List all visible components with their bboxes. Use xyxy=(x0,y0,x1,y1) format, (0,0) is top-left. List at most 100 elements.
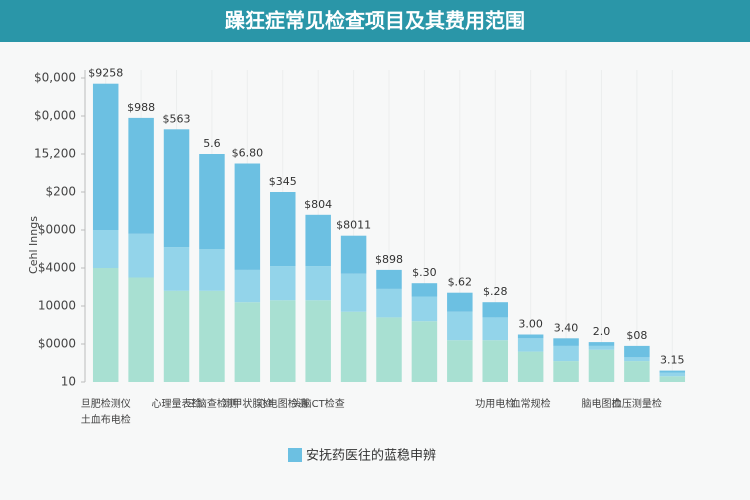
bar-label: 3.15 xyxy=(660,354,685,367)
bar-segment xyxy=(270,300,296,382)
bar-segment xyxy=(234,163,261,270)
y-tick-label: $0000 xyxy=(38,337,76,351)
x-tick-line: 头脑CT检查 xyxy=(292,397,345,410)
bar-segment xyxy=(376,288,402,318)
bar-label: $08 xyxy=(626,329,647,342)
bar-label: $.30 xyxy=(412,266,437,279)
y-axis-title: Cehl Inngs xyxy=(27,216,40,274)
bar-segment xyxy=(305,300,331,382)
y-tick-label: $0,000 xyxy=(34,109,76,123)
bar-segment xyxy=(482,340,508,382)
bar-label: 5.6 xyxy=(203,137,221,150)
x-tick-label: 心理量表检 xyxy=(152,397,202,410)
x-tick-line: 功用电检 xyxy=(475,397,515,410)
bar-label: $.28 xyxy=(483,285,508,298)
x-tick-line: 血压测量检 xyxy=(612,397,662,410)
bar-segment xyxy=(305,266,331,301)
legend-label: 安抚药医往的蓝稳申辨 xyxy=(306,448,436,464)
bar-segment xyxy=(340,311,367,382)
bar-segment xyxy=(92,83,119,230)
bar-segment xyxy=(340,273,367,312)
bar-label: $988 xyxy=(127,101,155,114)
bar-segment xyxy=(128,117,154,234)
x-tick-line: 旦肥检测仪 xyxy=(81,397,131,410)
bar-label: $898 xyxy=(375,253,403,266)
bar-segment xyxy=(376,317,402,382)
bar-label: $804 xyxy=(304,198,332,211)
x-tick-label: 血压测量检 xyxy=(612,397,662,410)
bar-segment xyxy=(92,268,119,382)
bar-segment xyxy=(128,277,154,382)
y-tick-label: $0,000 xyxy=(34,71,76,85)
x-tick-line: 三脑查检测 xyxy=(187,397,237,410)
bar-segment xyxy=(163,247,190,291)
bar-segment xyxy=(517,334,544,339)
bar-segment xyxy=(482,317,508,341)
x-tick-label: 三脑查检测 xyxy=(187,397,237,410)
bar-segment xyxy=(234,269,261,303)
bar-segment xyxy=(199,290,225,382)
bar-segment xyxy=(553,361,579,382)
bar-segment xyxy=(659,372,686,377)
x-tick-line: 心电图检测 xyxy=(258,397,308,410)
x-tick-line: 心理量表检 xyxy=(152,397,202,410)
bar-segment xyxy=(411,283,438,297)
y-tick-label: 10 xyxy=(61,375,76,389)
y-tick-label: 15,200 xyxy=(34,147,76,161)
y-tick-label: $4000 xyxy=(38,261,76,275)
bar-segment xyxy=(517,351,544,382)
bar-label: 3.00 xyxy=(518,318,543,331)
title-bar xyxy=(0,0,750,42)
bar-segment xyxy=(447,340,473,382)
bar-segment xyxy=(624,345,650,358)
bar-label: $345 xyxy=(269,175,297,188)
y-tick-label: $200 xyxy=(45,185,76,199)
bar-segment xyxy=(305,214,331,267)
bar-segment xyxy=(163,290,190,382)
bar-segment xyxy=(270,192,296,267)
bar-label: 2.0 xyxy=(593,325,611,338)
bar-label: $9258 xyxy=(88,67,123,80)
x-tick-line: 脑电图检 xyxy=(581,397,621,410)
x-tick-line: 土血布电检 xyxy=(81,413,131,426)
x-tick-line: 血常规检 xyxy=(511,397,551,410)
bar-segment xyxy=(553,345,579,362)
bar-segment xyxy=(588,349,615,382)
bar-segment xyxy=(270,266,296,301)
bar-segment xyxy=(163,129,190,248)
x-tick-label: 血常规检 xyxy=(511,397,551,410)
bar-segment xyxy=(482,302,508,318)
bar-segment xyxy=(447,311,473,341)
x-tick-line: 测甲状腺检 xyxy=(222,397,272,410)
bar-segment xyxy=(199,154,225,249)
bar-segment xyxy=(199,249,225,291)
y-tick-label: 10000 xyxy=(38,299,76,313)
bar-segment xyxy=(588,345,615,350)
x-tick-label: 脑电图检 xyxy=(581,397,621,410)
bar-label: $563 xyxy=(163,112,191,125)
bar-segment xyxy=(92,230,119,268)
bar-segment xyxy=(376,269,402,289)
x-tick-label: 测甲状腺检 xyxy=(222,397,272,410)
bar-segment xyxy=(517,338,544,352)
bar-segment xyxy=(411,296,438,322)
bar-segment xyxy=(553,338,579,346)
y-tick-label: $0000 xyxy=(38,223,76,237)
bar-segment xyxy=(624,361,650,382)
bar-segment xyxy=(234,302,261,382)
bar-segment xyxy=(659,376,686,382)
x-tick-label: 心电图检测 xyxy=(258,397,308,410)
bar-label: $8011 xyxy=(336,219,371,232)
bar-segment xyxy=(624,357,650,362)
chart-title: 躁狂症常见检查项目及其费用范围 xyxy=(225,9,525,33)
bar-label: $6.80 xyxy=(232,147,264,160)
bar-segment xyxy=(447,292,473,312)
bar-label: 3.40 xyxy=(554,321,579,334)
bar-segment xyxy=(588,342,615,346)
bar-segment xyxy=(411,321,438,382)
bar-segment xyxy=(128,233,154,278)
x-tick-label: 头脑CT检查 xyxy=(292,397,345,410)
bar-segment xyxy=(659,370,686,373)
